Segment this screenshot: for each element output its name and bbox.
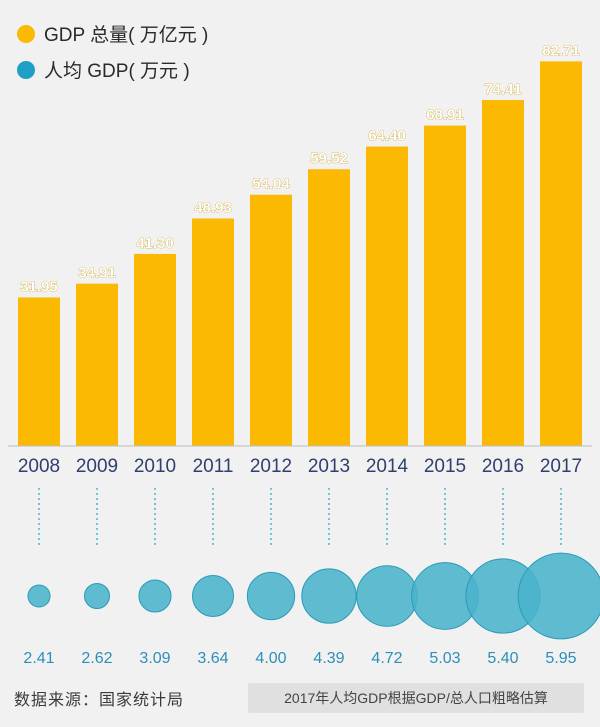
year-label-2015: 2015 bbox=[424, 456, 466, 477]
legend-gdp-per-capita-swatch bbox=[17, 61, 35, 79]
legend: GDP 总量( 万亿元 ) 人均 GDP( 万元 ) bbox=[17, 24, 208, 82]
per-capita-label-2016: 5.40 bbox=[487, 650, 518, 667]
year-label-2014: 2014 bbox=[366, 456, 409, 477]
per-capita-label-2008: 2.41 bbox=[23, 650, 54, 667]
gdp-bars bbox=[18, 61, 582, 447]
per-capita-label-2015: 5.03 bbox=[429, 650, 460, 667]
gdp-bar-labels: 31.95 34.91 41.30 48.93 54.04 59.52 64.40 68.91… bbox=[20, 42, 580, 296]
gdp-bar-2010 bbox=[134, 253, 176, 446]
gdp-bar-label-2015: 68.91 bbox=[426, 107, 464, 124]
gdp-bar-label-2014: 64.40 bbox=[368, 128, 406, 145]
gdp-bar-label-2008: 31.95 bbox=[20, 278, 58, 295]
year-label-2011: 2011 bbox=[193, 456, 234, 477]
gdp-bar-label-2017: 82.71 bbox=[542, 42, 580, 59]
year-label-2008: 2008 bbox=[18, 456, 60, 477]
data-source: 数据来源：国家统计局 bbox=[14, 692, 185, 709]
per-capita-labels: 2.41 2.62 3.09 3.64 4.00 4.39 4.72 5.03 5.40 5.95 bbox=[23, 650, 576, 667]
per-capita-bubble-2013 bbox=[301, 568, 357, 624]
gdp-bar-label-2016: 74.41 bbox=[484, 81, 522, 98]
legend-gdp-per-capita-label: 人均 GDP( 万元 ) bbox=[44, 60, 190, 82]
per-capita-bubbles bbox=[27, 552, 600, 640]
per-capita-label-2010: 3.09 bbox=[139, 650, 170, 667]
per-capita-bubble-2011 bbox=[191, 574, 235, 618]
per-capita-label-2012: 4.00 bbox=[255, 650, 286, 667]
gdp-bar-2008 bbox=[18, 297, 60, 446]
legend-gdp-total-label: GDP 总量( 万亿元 ) bbox=[44, 24, 208, 46]
year-label-2013: 2013 bbox=[308, 456, 350, 477]
gdp-bar-2013 bbox=[308, 169, 350, 446]
year-label-2010: 2010 bbox=[134, 456, 176, 477]
per-capita-label-2013: 4.39 bbox=[313, 650, 344, 667]
per-capita-bubble-2012 bbox=[246, 571, 296, 621]
per-capita-bubble-2008 bbox=[27, 584, 51, 608]
per-capita-label-2014: 4.72 bbox=[371, 650, 402, 667]
per-capita-bubble-2017 bbox=[517, 552, 600, 640]
per-capita-bubble-2010 bbox=[138, 579, 172, 613]
per-capita-bubble-2009 bbox=[83, 582, 111, 610]
legend-gdp-total-swatch bbox=[17, 25, 35, 43]
gdp-bar-2009 bbox=[76, 283, 118, 446]
year-label-2009: 2009 bbox=[76, 456, 118, 477]
gdp-bar-label-2012: 54.04 bbox=[252, 176, 290, 193]
gdp-chart: GDP 总量( 万亿元 ) 人均 GDP( 万元 ) 31.95 34.91 41.… bbox=[8, 24, 600, 667]
gdp-bar-2011 bbox=[192, 218, 234, 446]
per-capita-label-2017: 5.95 bbox=[545, 650, 576, 667]
per-capita-label-2009: 2.62 bbox=[81, 650, 112, 667]
dotted-connectors bbox=[38, 488, 562, 548]
per-capita-label-2011: 3.64 bbox=[197, 650, 228, 667]
year-label-2016: 2016 bbox=[482, 456, 524, 477]
per-capita-bubble-2014 bbox=[356, 565, 418, 627]
year-label-2017: 2017 bbox=[540, 456, 582, 477]
year-label-2012: 2012 bbox=[250, 456, 292, 477]
year-labels: 2008 2009 2010 2011 2012 2013 2014 2015 2016 2017 bbox=[18, 456, 582, 477]
gdp-bar-2012 bbox=[250, 194, 292, 446]
gdp-bar-2014 bbox=[366, 146, 408, 447]
gdp-bar-label-2010: 41.30 bbox=[136, 235, 174, 252]
gdp-bar-label-2011: 48.93 bbox=[194, 199, 232, 216]
gdp-bar-2017 bbox=[540, 61, 582, 446]
gdp-bar-label-2013: 59.52 bbox=[310, 150, 348, 167]
gdp-bar-2015 bbox=[424, 125, 466, 447]
gdp-bar-2016 bbox=[482, 99, 524, 446]
gdp-bar-label-2009: 34.91 bbox=[78, 265, 116, 282]
estimation-note: 2017年人均GDP根据GDP/总人口粗略估算 bbox=[248, 683, 584, 713]
